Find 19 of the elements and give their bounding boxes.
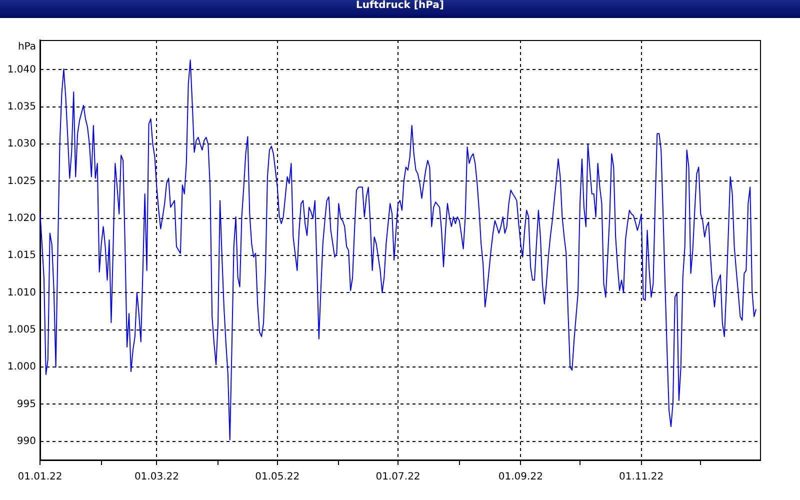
y-tick-label: 990 [16,436,36,448]
y-axis-title: hPa [18,42,36,53]
x-tick-label: 01.03.22 [134,472,179,483]
x-tick-label: 01.07.22 [376,472,420,483]
y-tick-label: 1.015 [7,250,36,262]
y-tick-label: 995 [16,398,36,410]
x-tick-label: 01.01.22 [18,472,62,483]
y-tick-label: 1.010 [7,287,36,298]
y-tick-label: 1.000 [7,362,36,373]
x-tick-label: 01.11.22 [619,472,664,483]
chart-title: Luftdruck [hPa] [0,0,800,18]
y-tick-label: 1.025 [7,176,36,187]
y-tick-label: 1.020 [7,213,36,224]
x-tick-label: 01.09.22 [498,472,543,483]
y-tick-label: 1.035 [7,101,36,112]
y-tick-label: 1.030 [7,138,36,150]
y-tick-label: 1.040 [7,64,36,76]
y-tick-label: 1.005 [7,324,36,336]
x-tick-label: 01.05.22 [255,472,300,483]
